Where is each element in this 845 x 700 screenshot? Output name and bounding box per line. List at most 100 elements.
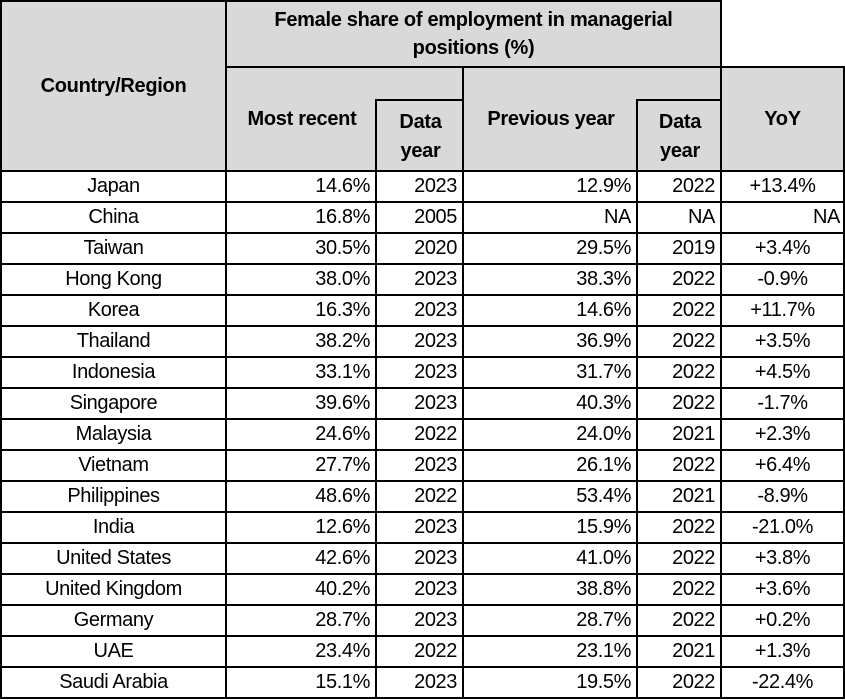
data-year-2-cell: 2022 xyxy=(638,327,722,358)
data-year-1-cell: 2022 xyxy=(377,420,464,451)
previous-year-cell: 36.9% xyxy=(464,327,638,358)
previous-year-cell: 23.1% xyxy=(464,637,638,668)
table-row: UAE 23.4% 2022 23.1% 2021 +1.3% xyxy=(0,637,845,668)
country-cell: Korea xyxy=(0,296,227,327)
data-year-2-cell: 2022 xyxy=(638,451,722,482)
empty-corner-cell xyxy=(722,0,845,68)
data-year-1-cell: 2023 xyxy=(377,606,464,637)
most-recent-cell: 24.6% xyxy=(227,420,377,451)
group-title-label: Female share of employment in managerial… xyxy=(274,9,673,59)
previous-year-cell: 41.0% xyxy=(464,544,638,575)
data-year-2-cell: 2022 xyxy=(638,172,722,203)
previous-year-cell: NA xyxy=(464,203,638,234)
data-year-2-cell: 2021 xyxy=(638,482,722,513)
country-cell: Singapore xyxy=(0,389,227,420)
data-year-1-cell: 2023 xyxy=(377,296,464,327)
data-year-1-cell: 2022 xyxy=(377,637,464,668)
yoy-header-cell: YoY xyxy=(722,68,845,172)
data-year-1-cell: 2023 xyxy=(377,513,464,544)
yoy-cell: +4.5% xyxy=(722,358,845,389)
data-year-2-cell: 2022 xyxy=(638,513,722,544)
yoy-cell: +3.4% xyxy=(722,234,845,265)
country-cell: Thailand xyxy=(0,327,227,358)
data-year-1-cell: 2005 xyxy=(377,203,464,234)
data-year-2-cell: 2022 xyxy=(638,265,722,296)
country-cell: Germany xyxy=(0,606,227,637)
table-row: United Kingdom 40.2% 2023 38.8% 2022 +3.… xyxy=(0,575,845,606)
data-year-2-cell: 2022 xyxy=(638,606,722,637)
most-recent-cell: 15.1% xyxy=(227,668,377,699)
most-recent-cell: 48.6% xyxy=(227,482,377,513)
table-row: Philippines 48.6% 2022 53.4% 2021 -8.9% xyxy=(0,482,845,513)
most-recent-header-label: Most recent xyxy=(247,108,357,130)
most-recent-cell: 40.2% xyxy=(227,575,377,606)
country-cell: India xyxy=(0,513,227,544)
data-year-2-cell: 2022 xyxy=(638,575,722,606)
most-recent-cell: 42.6% xyxy=(227,544,377,575)
data-year-2-cell: 2021 xyxy=(638,420,722,451)
most-recent-cell: 23.4% xyxy=(227,637,377,668)
previous-year-cell: 28.7% xyxy=(464,606,638,637)
group-title-header-cell: Female share of employment in managerial… xyxy=(227,0,722,68)
most-recent-cell: 27.7% xyxy=(227,451,377,482)
data-year-2-cell: 2022 xyxy=(638,389,722,420)
previous-year-cell: 53.4% xyxy=(464,482,638,513)
table-row: Saudi Arabia 15.1% 2023 19.5% 2022 -22.4… xyxy=(0,668,845,699)
data-year-1-cell: 2023 xyxy=(377,358,464,389)
country-cell: Philippines xyxy=(0,482,227,513)
data-year-2-cell: 2021 xyxy=(638,637,722,668)
yoy-cell: +3.6% xyxy=(722,575,845,606)
most-recent-cell: 39.6% xyxy=(227,389,377,420)
country-cell: United Kingdom xyxy=(0,575,227,606)
data-year-1-cell: 2023 xyxy=(377,172,464,203)
most-recent-header-band: Most recent Data year xyxy=(227,68,464,172)
yoy-cell: NA xyxy=(722,203,845,234)
table-row: United States 42.6% 2023 41.0% 2022 +3.8… xyxy=(0,544,845,575)
most-recent-cell: 16.8% xyxy=(227,203,377,234)
table-row: Vietnam 27.7% 2023 26.1% 2022 +6.4% xyxy=(0,451,845,482)
table-row: Germany 28.7% 2023 28.7% 2022 +0.2% xyxy=(0,606,845,637)
data-year-1-cell: 2023 xyxy=(377,668,464,699)
most-recent-cell: 16.3% xyxy=(227,296,377,327)
data-year-1-cell: 2023 xyxy=(377,389,464,420)
data-year-1-cell: 2022 xyxy=(377,482,464,513)
yoy-cell: -22.4% xyxy=(722,668,845,699)
most-recent-cell: 14.6% xyxy=(227,172,377,203)
yoy-cell: -8.9% xyxy=(722,482,845,513)
table-row: Singapore 39.6% 2023 40.3% 2022 -1.7% xyxy=(0,389,845,420)
country-cell: Hong Kong xyxy=(0,265,227,296)
table-body: Japan 14.6% 2023 12.9% 2022 +13.4% China… xyxy=(0,172,845,699)
country-region-header-cell: Country/Region xyxy=(0,0,227,172)
data-year-2-cell: 2019 xyxy=(638,234,722,265)
data-year-1-cell: 2023 xyxy=(377,451,464,482)
most-recent-cell: 38.0% xyxy=(227,265,377,296)
data-year-2-cell: NA xyxy=(638,203,722,234)
most-recent-cell: 30.5% xyxy=(227,234,377,265)
previous-year-cell: 15.9% xyxy=(464,513,638,544)
data-year-2-cell: 2022 xyxy=(638,358,722,389)
previous-year-header-band: Previous year Data year xyxy=(464,68,722,172)
yoy-cell: +3.8% xyxy=(722,544,845,575)
table-row: Indonesia 33.1% 2023 31.7% 2022 +4.5% xyxy=(0,358,845,389)
previous-year-cell: 38.3% xyxy=(464,265,638,296)
table-row: Taiwan 30.5% 2020 29.5% 2019 +3.4% xyxy=(0,234,845,265)
yoy-cell: +13.4% xyxy=(722,172,845,203)
country-cell: Malaysia xyxy=(0,420,227,451)
data-year-1-cell: 2023 xyxy=(377,327,464,358)
yoy-cell: +2.3% xyxy=(722,420,845,451)
table-row: Hong Kong 38.0% 2023 38.3% 2022 -0.9% xyxy=(0,265,845,296)
yoy-header-label: YoY xyxy=(764,108,801,130)
country-cell: United States xyxy=(0,544,227,575)
country-cell: Saudi Arabia xyxy=(0,668,227,699)
yoy-cell: -21.0% xyxy=(722,513,845,544)
previous-year-cell: 26.1% xyxy=(464,451,638,482)
previous-year-cell: 31.7% xyxy=(464,358,638,389)
previous-year-header-label: Previous year xyxy=(487,108,615,130)
table-row: Japan 14.6% 2023 12.9% 2022 +13.4% xyxy=(0,172,845,203)
table-row: China 16.8% 2005 NA NA NA xyxy=(0,203,845,234)
most-recent-cell: 38.2% xyxy=(227,327,377,358)
country-region-header-label: Country/Region xyxy=(40,75,187,97)
table-row: Malaysia 24.6% 2022 24.0% 2021 +2.3% xyxy=(0,420,845,451)
data-year-2-cell: 2022 xyxy=(638,296,722,327)
